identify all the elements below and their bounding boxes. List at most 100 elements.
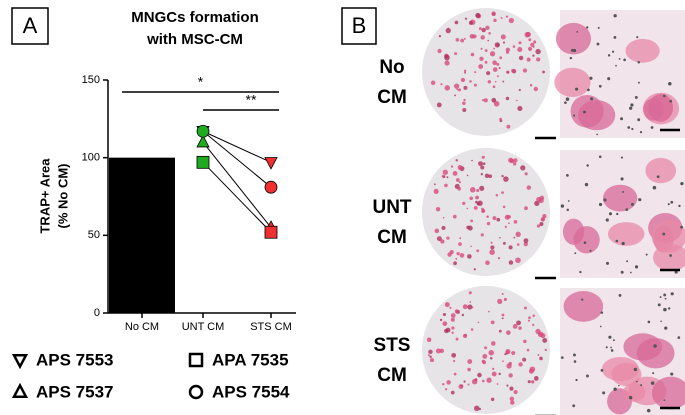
stain-dot xyxy=(513,389,518,395)
stain-dot xyxy=(476,202,480,206)
stain-dot xyxy=(496,75,499,78)
y-tick-label: 150 xyxy=(82,74,100,86)
granule xyxy=(586,164,589,167)
stain-dot xyxy=(439,318,443,322)
stain-dot xyxy=(470,328,474,331)
stain-dot xyxy=(478,407,482,411)
stain-dot xyxy=(480,35,485,40)
granule xyxy=(589,249,592,252)
cell xyxy=(555,22,592,55)
granule xyxy=(659,296,662,299)
stain-dot xyxy=(467,225,473,231)
stain-dot xyxy=(517,105,523,112)
granule xyxy=(602,391,606,395)
stain-dot xyxy=(491,11,496,16)
stain-dot xyxy=(452,214,457,219)
stain-dot xyxy=(466,174,469,177)
marker xyxy=(11,353,29,370)
stain-dot xyxy=(485,25,490,30)
stain-dot xyxy=(515,257,521,264)
granule xyxy=(628,395,633,400)
stain-dot xyxy=(505,47,511,52)
y-axis-title: TRAP+ Area xyxy=(37,158,52,234)
stain-dot xyxy=(493,47,495,50)
stain-dot xyxy=(437,48,442,54)
stain-dot xyxy=(509,386,514,391)
granule xyxy=(637,118,641,122)
stain-dot xyxy=(518,55,524,61)
stain-dot xyxy=(492,216,497,221)
stain-dot xyxy=(527,380,531,384)
stain-dot xyxy=(440,83,443,86)
stain-dot xyxy=(473,405,480,412)
granule xyxy=(599,325,602,328)
micrographs xyxy=(422,8,685,415)
stain-dot xyxy=(498,257,500,260)
stain-dot xyxy=(450,165,454,168)
stain-dot xyxy=(509,396,515,402)
stain-dot xyxy=(489,51,496,57)
stain-dot xyxy=(469,187,476,193)
stain-dot xyxy=(502,41,506,44)
stain-dot xyxy=(464,17,468,20)
chart-title: with MSC-CM xyxy=(146,31,243,48)
cell xyxy=(563,291,604,322)
stain-dot xyxy=(467,383,470,386)
stain-dot xyxy=(454,20,459,25)
stain-dot xyxy=(482,162,486,166)
stain-dot xyxy=(483,98,488,103)
granule xyxy=(597,26,600,29)
granule xyxy=(582,110,586,114)
stain-dot xyxy=(532,323,535,327)
granule xyxy=(669,254,672,257)
stain-dot xyxy=(442,321,448,327)
granule xyxy=(564,101,567,104)
stain-dot xyxy=(532,314,535,317)
stain-dot xyxy=(440,239,445,244)
stain-dot xyxy=(451,352,457,358)
granule xyxy=(678,204,681,208)
stain-dot xyxy=(471,378,478,385)
stain-dot xyxy=(498,329,502,333)
stain-dot xyxy=(536,196,542,203)
stain-dot xyxy=(463,98,466,102)
stain-dot xyxy=(470,52,475,57)
stain-dot xyxy=(450,390,455,395)
stain-dot xyxy=(536,224,541,228)
marker xyxy=(264,157,278,170)
granule xyxy=(567,200,570,202)
row-label: STS xyxy=(374,335,411,356)
stain-dot xyxy=(481,359,485,364)
panel-box xyxy=(341,7,377,45)
stain-dot xyxy=(478,27,482,31)
panel-box xyxy=(11,7,49,45)
granule xyxy=(621,241,625,246)
cell xyxy=(602,184,638,212)
granule xyxy=(615,64,617,67)
stain-dot xyxy=(467,254,472,259)
stain-dot xyxy=(447,252,452,257)
granule xyxy=(620,117,624,121)
granule xyxy=(560,204,565,208)
stain-dot xyxy=(456,251,460,256)
stain-dot xyxy=(454,52,458,56)
granule xyxy=(575,87,579,91)
granule xyxy=(620,270,624,274)
stain-dot xyxy=(481,155,485,159)
granule xyxy=(630,271,632,274)
stain-dot xyxy=(487,310,490,313)
stain-dot xyxy=(484,49,488,52)
stain-dot xyxy=(457,165,463,170)
granule xyxy=(618,57,621,60)
stain-dot xyxy=(490,320,495,325)
stain-dot xyxy=(513,220,518,224)
stain-dot xyxy=(435,207,441,212)
significance-label: * xyxy=(198,74,204,90)
stain-dot xyxy=(458,181,461,184)
stain-dot xyxy=(511,68,516,73)
granule xyxy=(622,190,625,193)
granule xyxy=(576,31,579,33)
granule xyxy=(613,35,617,39)
stain-dot xyxy=(474,71,477,74)
cell xyxy=(645,157,677,184)
